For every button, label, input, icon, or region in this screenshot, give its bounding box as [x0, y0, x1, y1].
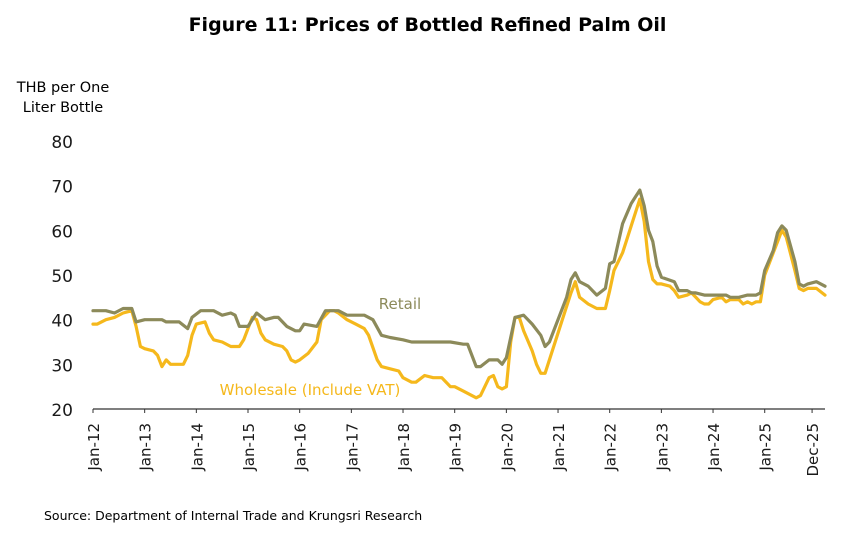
y-axis-label: THB per One Liter Bottle [8, 78, 118, 118]
x-tick-label: Jan-23 [653, 423, 671, 472]
x-tick-label: Jan-19 [447, 423, 465, 472]
x-tick-label: Dec-25 [804, 423, 822, 477]
series-label-retail: Retail [379, 295, 421, 313]
y-tick-label: 80 [51, 133, 73, 153]
y-tick-label: 20 [51, 401, 73, 421]
source-note: Source: Department of Internal Trade and… [44, 508, 423, 523]
y-axis-label-line-2: Liter Bottle [22, 100, 104, 116]
y-tick-label: 70 [51, 178, 73, 198]
x-tick-label: Jan-25 [757, 423, 775, 472]
x-tick-label: Jan-20 [498, 423, 516, 472]
y-tick-label: 30 [51, 356, 73, 376]
x-tick-label: Jan-16 [292, 423, 310, 472]
series-wholesale-line [91, 197, 827, 400]
y-axis-label-line-1: THB per One [16, 80, 110, 96]
y-tick-label: 40 [51, 312, 73, 332]
x-tick-label: Jan-12 [85, 423, 103, 472]
x-tick-label: Jan-14 [188, 423, 206, 472]
x-tick-label: Jan-15 [240, 423, 258, 472]
chart-title: Figure 11: Prices of Bottled Refined Pal… [188, 14, 667, 36]
series-label-wholesale: Wholesale (Include VAT) [220, 381, 401, 399]
x-tick-label: Jan-18 [395, 423, 413, 472]
x-tick-label: Jan-22 [602, 423, 620, 472]
x-tick-label: Jan-17 [343, 423, 361, 472]
y-tick-label: 50 [51, 267, 73, 287]
x-tick-label: Jan-21 [550, 423, 568, 472]
series-retail-line [91, 188, 827, 369]
x-tick-label: Jan-24 [705, 423, 723, 472]
x-tick-label: Jan-13 [137, 423, 155, 472]
y-tick-label: 60 [51, 222, 73, 242]
